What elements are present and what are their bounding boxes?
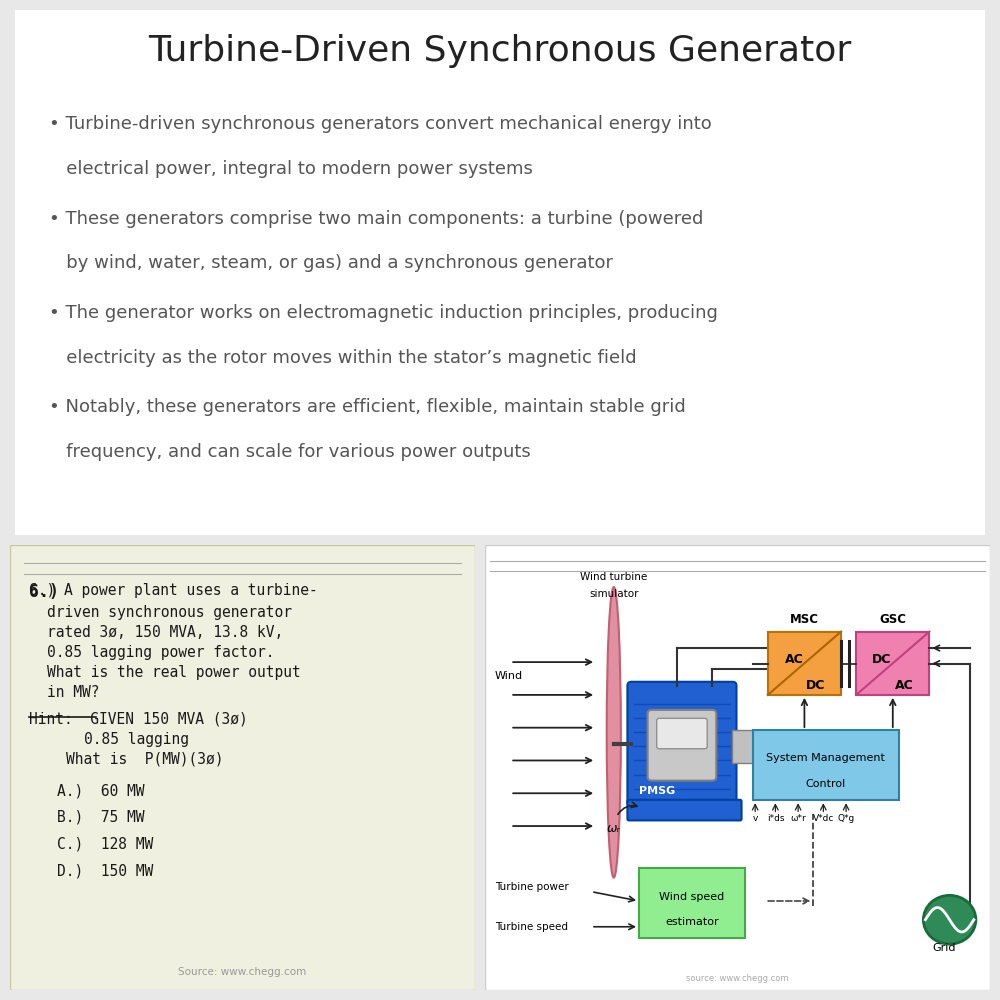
Ellipse shape — [607, 587, 621, 878]
Text: source: www.chegg.com: source: www.chegg.com — [686, 974, 789, 983]
Text: A.)  60 MW: A.) 60 MW — [57, 783, 144, 798]
Text: DC: DC — [872, 653, 891, 666]
Text: DC: DC — [806, 679, 825, 692]
FancyBboxPatch shape — [856, 632, 929, 695]
Text: Turbine speed: Turbine speed — [495, 922, 568, 932]
Text: • These generators comprise two main components: a turbine (powered: • These generators comprise two main com… — [49, 210, 703, 228]
Text: AC: AC — [785, 653, 804, 666]
FancyBboxPatch shape — [639, 868, 745, 938]
FancyBboxPatch shape — [0, 2, 1000, 546]
Text: driven synchronous generator: driven synchronous generator — [47, 605, 292, 620]
Text: simulator: simulator — [589, 589, 639, 599]
Text: Wind: Wind — [495, 671, 523, 681]
Text: • Turbine-driven synchronous generators convert mechanical energy into: • Turbine-driven synchronous generators … — [49, 115, 712, 133]
Text: v: v — [752, 814, 758, 823]
Circle shape — [923, 895, 976, 944]
Text: 6.): 6.) — [29, 583, 59, 601]
FancyBboxPatch shape — [657, 718, 707, 749]
Text: electrical power, integral to modern power systems: electrical power, integral to modern pow… — [49, 160, 533, 178]
Text: PMSG: PMSG — [639, 786, 675, 796]
Text: • The generator works on electromagnetic induction principles, producing: • The generator works on electromagnetic… — [49, 304, 718, 322]
Text: 0.85 lagging: 0.85 lagging — [84, 732, 189, 747]
Text: Hint:  GIVEN 150 MVA (3ø): Hint: GIVEN 150 MVA (3ø) — [29, 712, 247, 727]
Text: C.)  128 MW: C.) 128 MW — [57, 836, 153, 851]
Text: D.)  150 MW: D.) 150 MW — [57, 863, 153, 878]
Text: GSC: GSC — [879, 613, 906, 626]
Text: Grid: Grid — [933, 943, 956, 953]
FancyBboxPatch shape — [627, 800, 742, 820]
Text: Wind turbine: Wind turbine — [580, 572, 647, 582]
FancyBboxPatch shape — [732, 730, 760, 763]
Text: electricity as the rotor moves within the stator’s magnetic field: electricity as the rotor moves within th… — [49, 349, 637, 367]
Text: System Management: System Management — [766, 753, 885, 763]
Text: Turbine power: Turbine power — [495, 882, 569, 892]
Text: • Notably, these generators are efficient, flexible, maintain stable grid: • Notably, these generators are efficien… — [49, 398, 686, 416]
Text: Q*g: Q*g — [837, 814, 855, 823]
Text: B.)  75 MW: B.) 75 MW — [57, 810, 144, 825]
Text: estimator: estimator — [665, 917, 719, 927]
Text: rated 3ø, 150 MVA, 13.8 kV,: rated 3ø, 150 MVA, 13.8 kV, — [47, 625, 283, 640]
Text: Source: www.chegg.com: Source: www.chegg.com — [178, 967, 307, 977]
Text: i*ds: i*ds — [767, 814, 784, 823]
Text: ωᵣ: ωᵣ — [607, 822, 621, 835]
Text: in MW?: in MW? — [47, 685, 100, 700]
Text: ω*r: ω*r — [790, 814, 806, 823]
FancyBboxPatch shape — [768, 632, 841, 695]
Text: MSC: MSC — [790, 613, 819, 626]
Text: Turbine-Driven Synchronous Generator: Turbine-Driven Synchronous Generator — [148, 34, 852, 68]
FancyBboxPatch shape — [753, 730, 899, 800]
Text: by wind, water, steam, or gas) and a synchronous generator: by wind, water, steam, or gas) and a syn… — [49, 254, 613, 272]
FancyBboxPatch shape — [485, 545, 990, 990]
Text: Wind speed: Wind speed — [659, 892, 725, 902]
Text: V*dc: V*dc — [813, 814, 834, 823]
Text: Control: Control — [806, 779, 846, 789]
FancyBboxPatch shape — [648, 710, 716, 781]
Text: 0.85 lagging power factor.: 0.85 lagging power factor. — [47, 645, 275, 660]
Text: frequency, and can scale for various power outputs: frequency, and can scale for various pow… — [49, 443, 531, 461]
Text: What is the real power output: What is the real power output — [47, 665, 301, 680]
Text: What is  P(MW)(3ø): What is P(MW)(3ø) — [66, 752, 223, 767]
Text: 6.) A power plant uses a turbine-: 6.) A power plant uses a turbine- — [29, 583, 317, 598]
Text: AC: AC — [895, 679, 914, 692]
FancyBboxPatch shape — [10, 545, 475, 990]
FancyBboxPatch shape — [627, 682, 736, 806]
